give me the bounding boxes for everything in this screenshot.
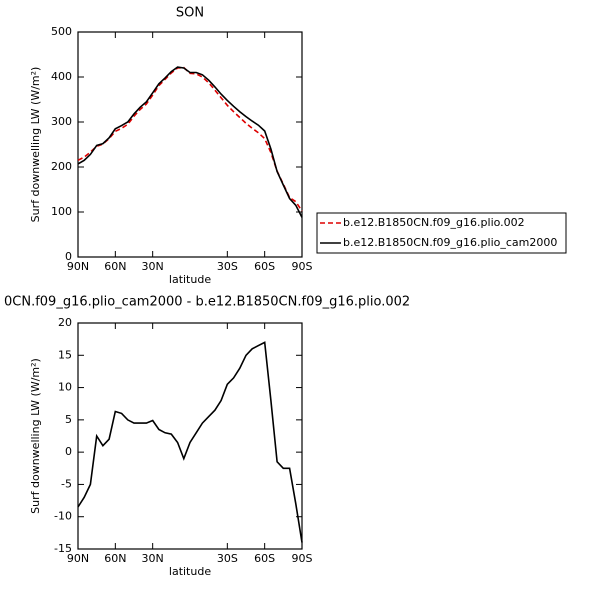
y-tick-label: 0 [65, 445, 72, 458]
x-tick-label: 90N [67, 552, 89, 565]
x-tick-label: 30S [217, 552, 238, 565]
plot-frame [77, 31, 303, 258]
y-tick-label: -5 [61, 477, 72, 490]
y-tick-label: 15 [58, 348, 72, 361]
x-axis-label: latitude [169, 273, 211, 286]
y-tick-label: 400 [51, 70, 72, 83]
series-line [77, 341, 303, 543]
y-tick-label: 5 [65, 413, 72, 426]
series-line [77, 66, 303, 218]
y-tick-label: 0 [65, 250, 72, 263]
y-tick-label: 20 [58, 316, 72, 329]
x-tick-label: 30S [217, 260, 238, 273]
y-axis-label: Surf downwelling LW (W/m²) [29, 358, 42, 514]
y-axis-label: Surf downwelling LW (W/m²) [29, 67, 42, 223]
legend-label: b.e12.B1850CN.f09_g16.plio_cam2000 [343, 236, 557, 249]
plot-frame [77, 322, 303, 550]
x-tick-label: 60S [254, 260, 275, 273]
x-axis-label: latitude [169, 565, 211, 578]
x-tick-label: 30N [142, 260, 164, 273]
x-tick-label: 90S [292, 260, 313, 273]
x-tick-label: 90N [67, 260, 89, 273]
legend-label: b.e12.B1850CN.f09_g16.plio.002 [343, 216, 525, 229]
y-tick-label: -10 [54, 510, 72, 523]
y-tick-label: 10 [58, 381, 72, 394]
y-tick-label: -15 [54, 542, 72, 555]
y-tick-label: 100 [51, 205, 72, 218]
y-tick-label: 500 [51, 25, 72, 38]
x-tick-label: 60S [254, 552, 275, 565]
chart-title: SON [176, 6, 204, 21]
x-tick-label: 60N [104, 260, 126, 273]
y-tick-label: 200 [51, 160, 72, 173]
y-tick-label: 300 [51, 115, 72, 128]
series-line [77, 66, 303, 212]
x-tick-label: 60N [104, 552, 126, 565]
chart-title: 0CN.f09_g16.plio_cam2000 - b.e12.B1850CN… [4, 295, 410, 310]
x-tick-label: 30N [142, 552, 164, 565]
legend-box [316, 212, 567, 254]
x-tick-label: 90S [292, 552, 313, 565]
